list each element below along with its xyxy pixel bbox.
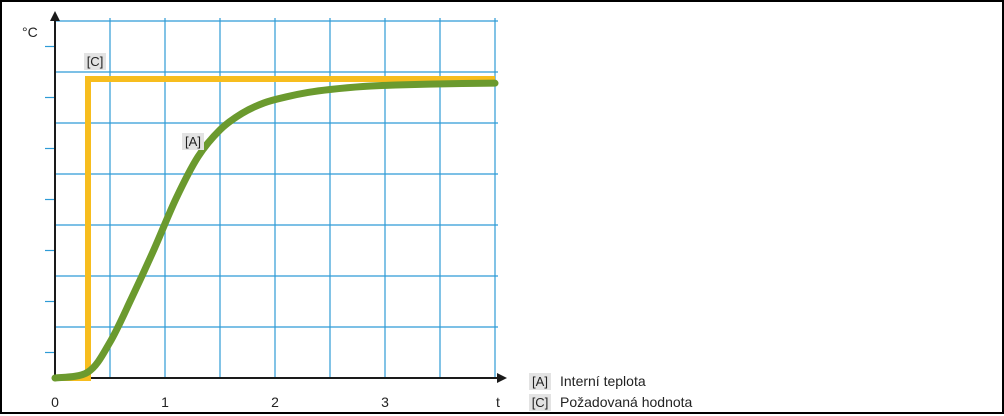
tag-background [84,53,106,70]
temperature-curve-tag: [A] [182,133,204,150]
x-tick-label: 3 [381,394,389,410]
legend: [A] Interní teplota [C] Požadovaná hodnota [529,373,693,411]
setpoint-curve-tag: [C] [84,53,106,70]
legend-tag: [A] [529,373,551,390]
tag-text: [A] [532,374,548,389]
x-tick-label: 1 [161,394,169,410]
series-internal-temperature-line [51,79,499,382]
x-tick-label: 0 [51,394,59,410]
tag-text: [C] [87,54,104,69]
grid [45,18,498,378]
series-layer [51,76,499,382]
y-axis-label: °C [22,24,38,40]
tag-background [182,133,204,150]
tag-background [529,394,551,411]
legend-label: Požadovaná hodnota [560,394,693,410]
x-axis-label: t [496,394,500,410]
legend-label: Interní teplota [560,373,646,389]
tag-text: [A] [185,134,201,149]
tag-background [529,373,551,390]
legend-tag: [C] [529,394,551,411]
axes [50,11,507,383]
labels: 0 1 2 3 t °C [C] [A] [22,24,500,410]
x-tick-label: 2 [271,394,279,410]
tag-text: [C] [532,395,549,410]
